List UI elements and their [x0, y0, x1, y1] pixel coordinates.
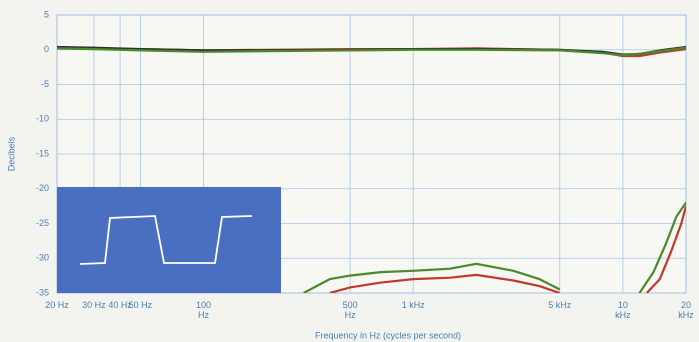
x-axis-label: Frequency in Hz (cycles per second)	[315, 330, 461, 340]
x-tick-label: 50 Hz	[128, 300, 152, 310]
y-tick-label: -35	[36, 287, 49, 297]
y-tick-label: -25	[36, 218, 49, 228]
x-tick-label: 5 kHz	[548, 300, 572, 310]
x-tick-label: 100 Hz	[192, 300, 216, 320]
page: Decibels Frequency in Hz (cycles per sec…	[0, 0, 699, 342]
y-tick-label: -5	[41, 79, 49, 89]
inset-image	[57, 187, 281, 293]
x-tick-label: 20 Hz	[45, 300, 69, 310]
chart: Decibels Frequency in Hz (cycles per sec…	[0, 0, 699, 342]
y-tick-label: -30	[36, 253, 49, 263]
x-tick-label: 30 Hz	[82, 300, 106, 310]
y-tick-label: -20	[36, 183, 49, 193]
y-tick-label: 0	[44, 44, 49, 54]
x-tick-label: 20 kHz	[674, 300, 698, 320]
y-tick-label: -10	[36, 114, 49, 124]
y-tick-label: -15	[36, 148, 49, 158]
y-axis-label: Decibels	[6, 136, 16, 171]
x-tick-label: 500 Hz	[338, 300, 362, 320]
y-tick-label: 5	[44, 9, 49, 19]
x-tick-label: 1 kHz	[401, 300, 425, 310]
x-tick-label: 10 kHz	[611, 300, 635, 320]
